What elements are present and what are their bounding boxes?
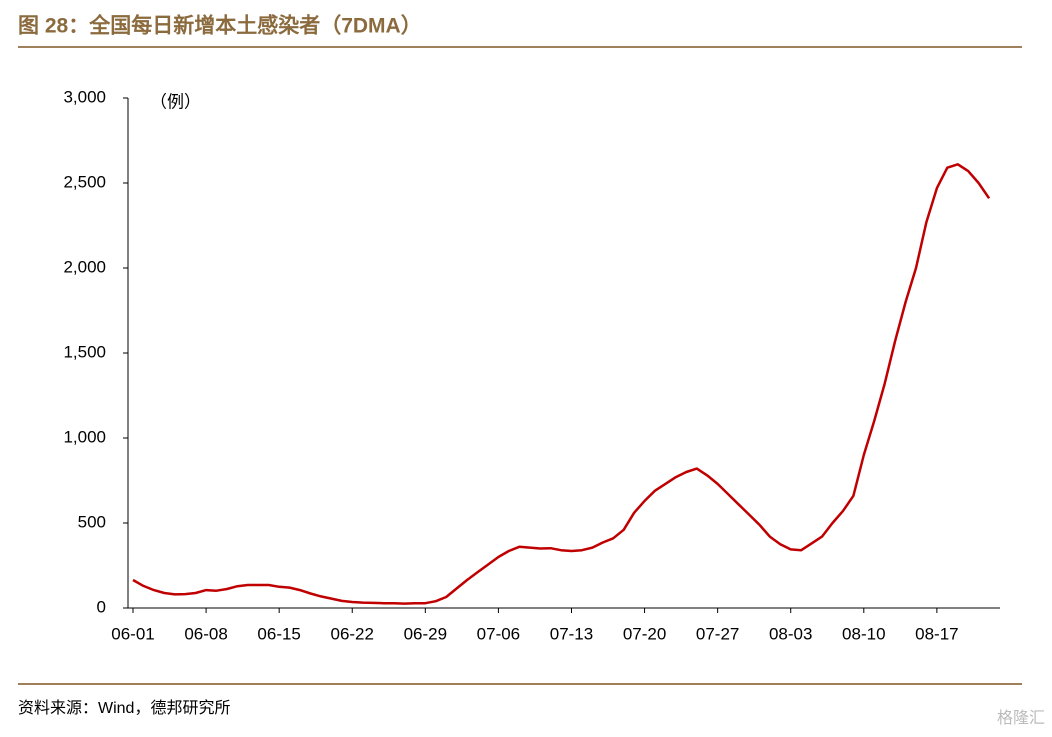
x-tick-label: 08-17 bbox=[915, 624, 958, 643]
data-line bbox=[132, 163, 991, 605]
x-tick-label: 07-06 bbox=[477, 624, 520, 643]
x-tick-label: 07-27 bbox=[696, 624, 739, 643]
x-tick-label: 06-22 bbox=[330, 624, 373, 643]
x-tick-label: 07-20 bbox=[623, 624, 666, 643]
y-tick-label: 1,000 bbox=[63, 427, 106, 446]
y-tick-label: 2,500 bbox=[63, 172, 106, 191]
y-tick-label: 500 bbox=[78, 512, 106, 531]
y-tick-label: 1,500 bbox=[63, 342, 106, 361]
y-unit: （例） bbox=[150, 92, 201, 111]
source: 资料来源：Wind，德邦研究所 bbox=[18, 699, 230, 717]
y-tick-label: 2,000 bbox=[63, 257, 106, 276]
x-tick-label: 06-15 bbox=[257, 624, 300, 643]
x-tick-label: 08-10 bbox=[842, 624, 885, 643]
x-tick-label: 06-01 bbox=[111, 624, 154, 643]
chart-title: 图 28：全国每日新增本土感染者（7DMA） bbox=[18, 14, 422, 38]
x-tick-label: 07-13 bbox=[550, 624, 593, 643]
x-tick-label: 06-08 bbox=[184, 624, 227, 643]
x-tick-label: 06-29 bbox=[404, 624, 447, 643]
watermark: 格隆汇 bbox=[997, 709, 1045, 727]
y-tick-label: 0 bbox=[97, 597, 106, 616]
x-tick-label: 08-03 bbox=[769, 624, 812, 643]
y-tick-label: 3,000 bbox=[63, 87, 106, 106]
